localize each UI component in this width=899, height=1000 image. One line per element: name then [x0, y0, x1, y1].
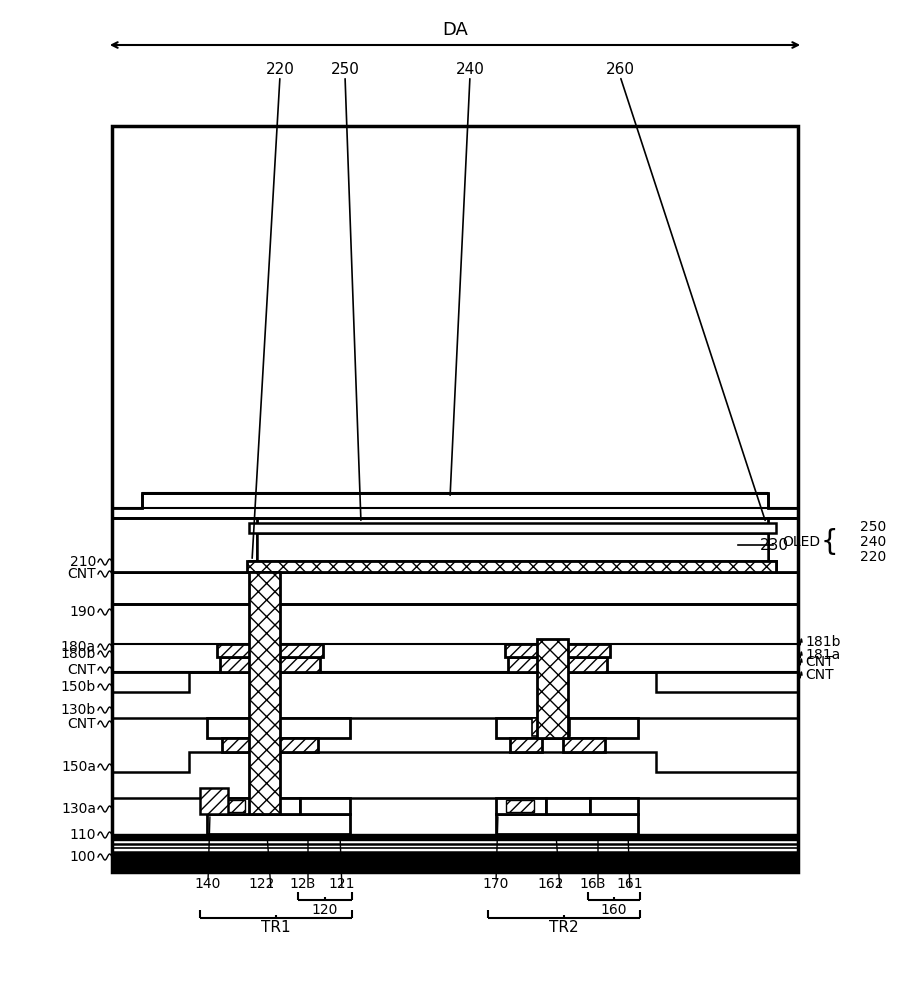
Text: 100: 100 [69, 850, 96, 864]
Text: 162: 162 [538, 877, 565, 891]
Bar [506, 800, 534, 812]
Bar [112, 604, 798, 672]
Bar [510, 738, 542, 752]
Text: 161: 161 [617, 877, 644, 891]
Text: 130b: 130b [61, 703, 96, 717]
Text: 170: 170 [483, 877, 509, 891]
Text: 260: 260 [606, 62, 635, 78]
Bar [563, 738, 605, 752]
Text: 220: 220 [860, 550, 886, 564]
Text: 160: 160 [601, 903, 628, 917]
Text: 190: 190 [69, 605, 96, 619]
Bar [300, 798, 350, 814]
Text: CNT: CNT [805, 655, 833, 669]
Text: 110: 110 [69, 828, 96, 842]
Text: 123: 123 [289, 877, 316, 891]
Bar [249, 572, 280, 814]
Text: 220: 220 [265, 62, 295, 78]
Text: 181a: 181a [805, 648, 841, 662]
Bar [247, 561, 776, 572]
Text: 210: 210 [69, 555, 96, 569]
Text: 120: 120 [312, 903, 338, 917]
Text: 180b: 180b [60, 647, 96, 661]
Text: 150b: 150b [61, 680, 96, 694]
Text: CNT: CNT [67, 567, 96, 581]
Bar [112, 126, 798, 872]
Text: DA: DA [442, 21, 468, 39]
Bar [249, 523, 776, 533]
Polygon shape [768, 518, 798, 572]
Text: TR1: TR1 [262, 920, 290, 936]
Bar [546, 798, 590, 814]
Bar [257, 798, 300, 814]
Bar [217, 800, 245, 812]
Bar [558, 644, 610, 657]
Text: 250: 250 [860, 520, 886, 534]
Bar [207, 814, 350, 834]
Bar [207, 718, 350, 738]
Bar [272, 738, 318, 752]
Text: CNT: CNT [67, 717, 96, 731]
Text: {: { [821, 528, 839, 556]
Text: OLED: OLED [782, 535, 820, 549]
Text: CNT: CNT [67, 663, 96, 677]
Bar [496, 718, 638, 738]
Bar [217, 644, 257, 657]
Text: CNT: CNT [805, 668, 833, 682]
Text: 180a: 180a [61, 640, 96, 654]
Polygon shape [112, 518, 257, 572]
Text: TR2: TR2 [549, 920, 579, 936]
Polygon shape [112, 752, 798, 798]
Bar [496, 798, 546, 814]
Text: 140: 140 [195, 877, 221, 891]
Text: 240: 240 [456, 62, 485, 78]
Polygon shape [112, 493, 798, 518]
Bar [267, 644, 323, 657]
Text: 121: 121 [329, 877, 355, 891]
Text: 250: 250 [331, 62, 360, 78]
Bar [270, 657, 320, 672]
Bar [257, 533, 768, 561]
Text: 181b: 181b [805, 635, 841, 649]
Bar [561, 657, 607, 672]
Text: 230: 230 [760, 538, 789, 552]
Bar [508, 657, 544, 672]
Text: 122: 122 [249, 877, 275, 891]
Text: 150a: 150a [61, 760, 96, 774]
Bar [532, 718, 570, 736]
Bar [112, 572, 798, 604]
Text: 163: 163 [580, 877, 606, 891]
Bar [537, 639, 568, 738]
Bar [505, 644, 547, 657]
Bar [112, 852, 798, 872]
Bar [496, 814, 638, 834]
Bar [112, 844, 798, 852]
Bar [112, 834, 798, 840]
Text: 130a: 130a [61, 802, 96, 816]
Bar [207, 798, 257, 814]
Bar [590, 798, 638, 814]
Polygon shape [112, 672, 798, 718]
Text: 240: 240 [860, 535, 886, 549]
Bar [220, 657, 254, 672]
Bar [222, 738, 252, 752]
Bar [200, 788, 228, 814]
